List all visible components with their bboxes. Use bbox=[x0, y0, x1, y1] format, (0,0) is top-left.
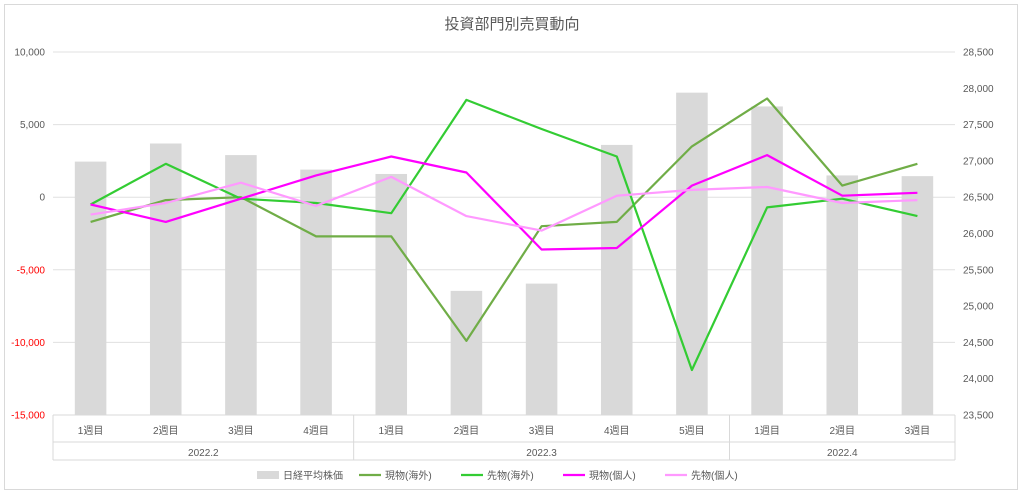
week-label: 2週目 bbox=[454, 425, 480, 437]
bar-series-nikkei bbox=[74, 92, 934, 416]
right-tick-label: 24,500 bbox=[963, 338, 994, 349]
legend: 日経平均株価 現物(海外) 先物(海外) 現物(個人) 先物(個人) bbox=[257, 469, 738, 482]
right-tick-label: 25,000 bbox=[963, 302, 994, 313]
right-tick-label: 28,500 bbox=[963, 48, 994, 59]
line-series-1 bbox=[90, 97, 918, 342]
legend-item: 現物(個人) bbox=[563, 469, 636, 482]
gridlines bbox=[53, 51, 955, 416]
month-label: 2022.3 bbox=[526, 448, 557, 459]
week-label: 4週目 bbox=[303, 425, 329, 437]
line-series-2 bbox=[90, 98, 918, 372]
week-label: 5週目 bbox=[679, 425, 705, 437]
bar-nikkei bbox=[525, 283, 558, 415]
left-tick-label: -5,000 bbox=[17, 265, 46, 276]
combo-chart: 投資部門別売買動向 10,000 5,000 0 -5,000 -10,000 -15,0… bbox=[11, 16, 994, 482]
week-label: 3週目 bbox=[905, 425, 931, 437]
legend-label: 現物(海外) bbox=[385, 469, 432, 482]
legend-label: 現物(個人) bbox=[589, 469, 636, 482]
right-tick-label: 27,500 bbox=[963, 120, 994, 131]
week-label: 1週目 bbox=[754, 425, 780, 437]
week-label: 2週目 bbox=[153, 425, 179, 437]
line-series-group bbox=[90, 97, 918, 372]
month-label: 2022.4 bbox=[827, 448, 858, 459]
right-tick-label: 24,000 bbox=[963, 374, 994, 385]
month-label: 2022.2 bbox=[188, 448, 219, 459]
bar-nikkei bbox=[300, 169, 332, 415]
right-tick-label: 26,500 bbox=[963, 193, 994, 204]
legend-item: 先物(海外) bbox=[461, 469, 534, 482]
left-tick-label: -15,000 bbox=[11, 411, 45, 422]
legend-swatch bbox=[257, 471, 279, 479]
legend-item: 現物(海外) bbox=[359, 469, 432, 482]
legend-label: 日経平均株価 bbox=[283, 469, 343, 482]
right-tick-label: 28,000 bbox=[963, 84, 994, 95]
chart-frame: 投資部門別売買動向 10,000 5,000 0 -5,000 -10,000 -15,0… bbox=[4, 4, 1018, 490]
legend-label: 先物(個人) bbox=[691, 469, 738, 482]
bar-nikkei bbox=[676, 92, 708, 415]
chart-title: 投資部門別売買動向 bbox=[444, 16, 579, 33]
left-tick-label: -10,000 bbox=[11, 338, 45, 349]
week-label: 2週目 bbox=[829, 425, 855, 437]
week-label: 3週目 bbox=[529, 425, 555, 437]
bar-nikkei bbox=[450, 290, 483, 415]
bar-nikkei bbox=[375, 173, 408, 415]
line-series-4 bbox=[90, 175, 918, 232]
right-tick-label: 23,500 bbox=[963, 411, 994, 422]
right-tick-label: 27,000 bbox=[963, 156, 994, 167]
left-tick-label: 10,000 bbox=[14, 48, 45, 59]
legend-item: 日経平均株価 bbox=[257, 469, 343, 482]
axes: 10,000 5,000 0 -5,000 -10,000 -15,000 28,500 28… bbox=[11, 48, 994, 461]
bar-nikkei bbox=[149, 143, 182, 415]
week-label: 1週目 bbox=[378, 425, 404, 437]
left-tick-label: 0 bbox=[39, 193, 45, 204]
right-tick-label: 26,000 bbox=[963, 229, 994, 240]
bar-nikkei bbox=[600, 144, 633, 416]
legend-label: 先物(海外) bbox=[487, 469, 534, 482]
legend-item: 先物(個人) bbox=[665, 469, 738, 482]
left-tick-label: 5,000 bbox=[20, 120, 45, 131]
week-label: 1週目 bbox=[78, 425, 104, 437]
line-series-3 bbox=[90, 154, 918, 251]
week-label: 4週目 bbox=[604, 425, 630, 437]
bar-nikkei bbox=[901, 176, 934, 415]
bar-nikkei bbox=[751, 106, 783, 415]
bar-nikkei bbox=[826, 175, 859, 415]
week-label: 3週目 bbox=[228, 425, 254, 437]
right-tick-label: 25,500 bbox=[963, 265, 994, 276]
